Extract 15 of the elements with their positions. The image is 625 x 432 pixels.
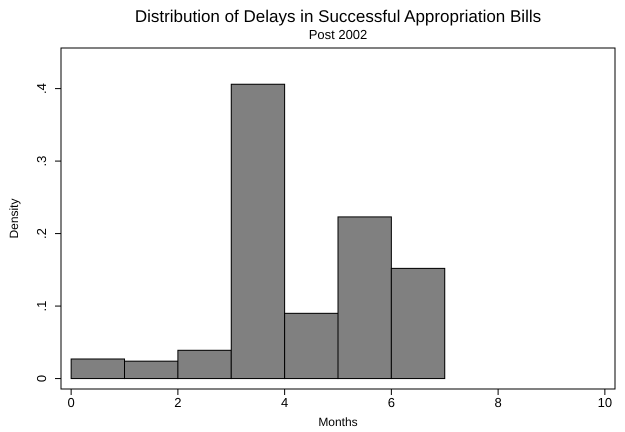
- y-tick-label: .2: [34, 228, 49, 239]
- x-axis-title: Months: [318, 415, 358, 429]
- y-axis-title: Density: [7, 198, 21, 239]
- chart-title: Distribution of Delays in Successful Appropriation Bills: [134, 7, 542, 26]
- y-tick-label: 0: [34, 374, 49, 382]
- x-tick-label: 10: [598, 395, 612, 410]
- x-tick-label: 8: [494, 395, 502, 410]
- x-tick-label: 2: [174, 395, 182, 410]
- x-tick-label: 4: [281, 395, 288, 410]
- y-tick-label: .4: [34, 83, 49, 94]
- chart-subtitle: Post 2002: [308, 27, 368, 42]
- y-tick-label: .1: [34, 300, 49, 312]
- y-tick-label: .3: [34, 156, 49, 167]
- x-tick-label: 0: [68, 395, 75, 410]
- x-tick-label: 6: [388, 395, 395, 410]
